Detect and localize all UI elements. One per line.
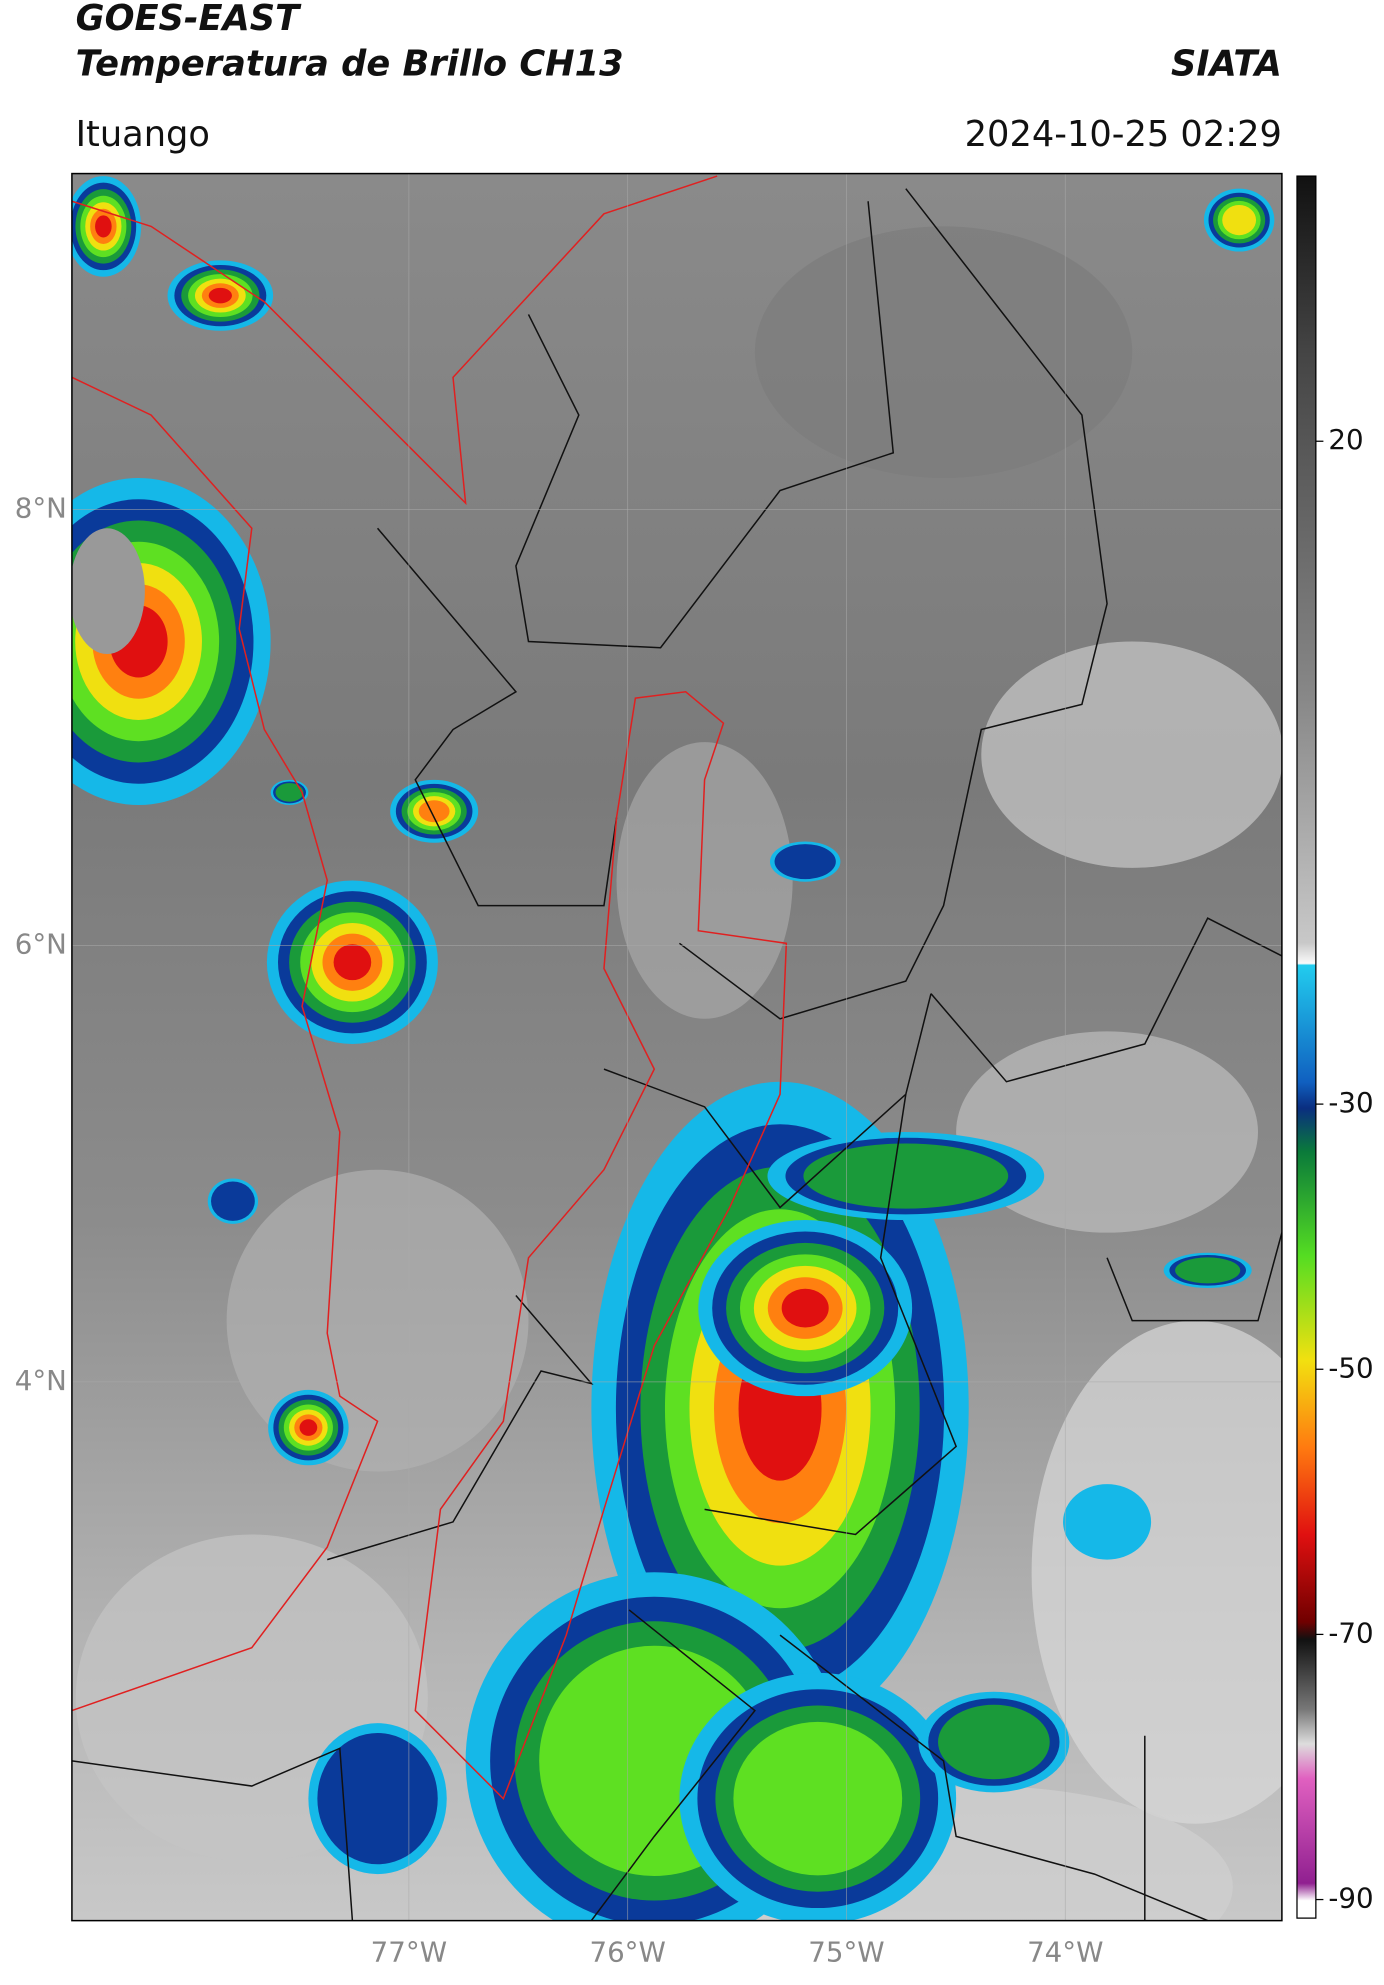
colorbar-tick-label: -90	[1328, 1882, 1373, 1915]
location: Ituango	[76, 114, 210, 155]
colorbar-tick-label: -50	[1328, 1351, 1373, 1384]
convective-cell	[1063, 1484, 1152, 1560]
cloud-texture	[754, 226, 1133, 478]
cloud-texture	[981, 641, 1282, 868]
admin-border	[1106, 1232, 1282, 1322]
colorbar-tick-label: -30	[1328, 1086, 1373, 1119]
map-frame	[71, 172, 1283, 1922]
admin-border	[779, 1634, 1208, 1921]
admin-border	[603, 993, 932, 1209]
convective-cell	[733, 1721, 903, 1876]
country-border	[414, 690, 788, 1800]
colorbar-tick-label: -70	[1328, 1616, 1373, 1649]
convective-cell	[418, 800, 450, 823]
lat-tick-label: 6°N	[15, 928, 67, 961]
title: GOES-EAST	[76, 0, 302, 39]
cloud-texture	[1031, 1320, 1282, 1824]
convective-cell	[1222, 205, 1257, 236]
convective-cell	[774, 844, 836, 880]
convective-cell	[95, 215, 112, 238]
convective-cell	[317, 1732, 438, 1865]
map-area	[71, 173, 1282, 1921]
colorbar	[1296, 175, 1317, 1919]
country-border	[71, 175, 718, 506]
subtitle: Temperatura de Brillo CH13	[76, 43, 624, 84]
convective-cell	[211, 1181, 255, 1221]
convective-cell	[333, 944, 372, 981]
admin-border	[590, 1609, 756, 1921]
lon-tick-label: 75°W	[808, 1935, 884, 1968]
convective-cell	[803, 1143, 1009, 1209]
admin-border	[515, 201, 895, 649]
colorbar-tick-label: 20	[1328, 423, 1363, 456]
convective-cell	[299, 1419, 318, 1436]
source: SIATA	[1171, 43, 1282, 84]
cold-core	[71, 528, 145, 655]
lat-tick-label: 4°N	[15, 1364, 67, 1397]
lon-tick-label: 76°W	[589, 1935, 665, 1968]
lat-tick-label: 8°N	[15, 491, 67, 524]
admin-border	[327, 1295, 594, 1561]
admin-border	[71, 1747, 354, 1921]
lon-tick-label: 74°W	[1027, 1935, 1103, 1968]
country-border	[71, 376, 379, 1712]
convective-cell	[208, 287, 232, 304]
convective-cell	[1175, 1257, 1241, 1284]
admin-border	[376, 527, 618, 907]
cloud-texture	[616, 742, 793, 1019]
convective-cell	[938, 1704, 1050, 1780]
admin-border	[930, 917, 1282, 1083]
convective-cell	[781, 1288, 829, 1328]
datetime: 2024-10-25 02:29	[965, 114, 1282, 155]
lon-tick-label: 77°W	[371, 1935, 447, 1968]
convective-cell	[275, 783, 304, 802]
admin-border	[678, 188, 1108, 1020]
admin-border	[704, 1094, 958, 1536]
